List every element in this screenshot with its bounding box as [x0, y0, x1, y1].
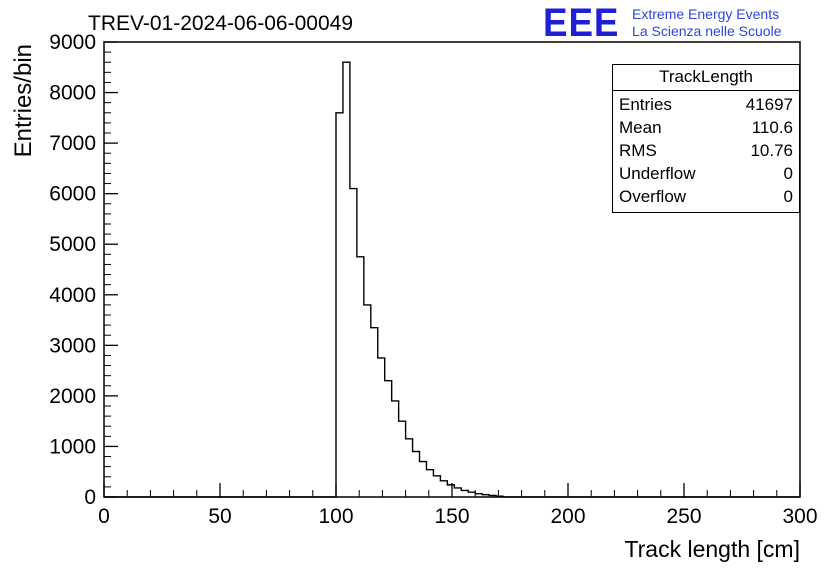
stats-label: Overflow	[619, 187, 687, 206]
y-tick-label: 0	[84, 486, 96, 509]
x-tick-label: 0	[98, 505, 110, 528]
y-tick-label: 7000	[49, 132, 96, 155]
y-tick-label: 4000	[49, 284, 96, 307]
x-tick-label: 50	[208, 505, 231, 528]
y-tick-label: 2000	[49, 385, 96, 408]
y-tick-label: 5000	[49, 233, 96, 256]
stats-label: Mean	[619, 118, 662, 137]
stats-value: 0	[783, 187, 793, 206]
eee-logo: EEE Extreme Energy Events La Scienza nel…	[543, 1, 781, 45]
stats-box: TrackLength Entries 41697 Mean 110.6 RMS…	[612, 64, 800, 213]
eee-logo-subtitle: Extreme Energy Events La Scienza nelle S…	[632, 6, 781, 40]
x-tick-label: 100	[318, 505, 353, 528]
stats-row: Mean 110.6	[619, 116, 793, 139]
stats-label: Underflow	[619, 164, 696, 183]
eee-logo-line1: Extreme Energy Events	[632, 6, 780, 22]
y-tick-label: 9000	[49, 31, 96, 54]
x-tick-label: 150	[434, 505, 469, 528]
y-tick-label: 8000	[49, 82, 96, 105]
x-tick-label: 200	[550, 505, 585, 528]
eee-logo-text: EEE	[543, 1, 620, 45]
stats-row: Underflow 0	[619, 162, 793, 185]
stats-box-rows: Entries 41697 Mean 110.6 RMS 10.76 Under…	[613, 91, 799, 212]
stats-label: RMS	[619, 141, 657, 160]
plot-title: TREV-01-2024-06-06-00049	[88, 12, 354, 35]
y-tick-label: 3000	[49, 334, 96, 357]
stats-box-title: TrackLength	[613, 65, 799, 91]
y-tick-label: 6000	[49, 183, 96, 206]
y-tick-label: 1000	[49, 435, 96, 458]
stats-value: 10.76	[750, 141, 793, 160]
x-tick-label: 300	[782, 505, 817, 528]
stats-label: Entries	[619, 95, 672, 114]
histogram-line	[104, 61, 800, 498]
stats-value: 110.6	[751, 118, 793, 137]
stats-row: RMS 10.76	[619, 139, 793, 162]
x-axis-title: Track length [cm]	[624, 536, 800, 562]
stats-value: 0	[783, 164, 793, 183]
eee-logo-line2: La Scienza nelle Scuole	[632, 23, 782, 39]
stats-row: Overflow 0	[619, 185, 793, 208]
y-axis-title: Entries/bin	[10, 44, 37, 158]
x-tick-label: 250	[666, 505, 701, 528]
stats-value: 41697	[745, 95, 793, 114]
stats-row: Entries 41697	[619, 93, 793, 116]
